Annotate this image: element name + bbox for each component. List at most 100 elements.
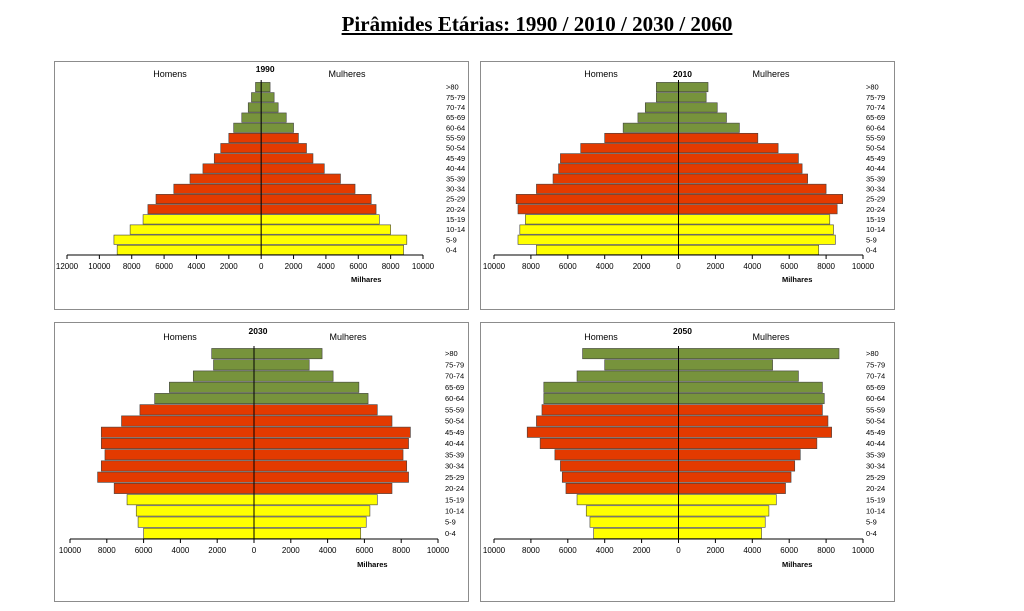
- age-label: 55-59: [446, 134, 465, 143]
- age-label: 75-79: [866, 93, 885, 102]
- bar-mulheres-55-59: [678, 132, 759, 143]
- age-label: 35-39: [445, 450, 464, 459]
- x-tick-label: 4000: [172, 546, 190, 555]
- x-tick-label: 2000: [633, 262, 651, 271]
- age-label: 35-39: [866, 450, 885, 459]
- age-label: 0-4: [445, 529, 456, 538]
- bar-mulheres-50-54: [260, 143, 307, 154]
- age-label: 5-9: [866, 518, 877, 527]
- bar-mulheres-35-39: [678, 173, 808, 184]
- bar-homens-5-9: [517, 234, 679, 245]
- bar-homens-5-9: [589, 516, 679, 528]
- bar-homens-45-49: [213, 153, 262, 164]
- bar-homens-10-14: [129, 224, 262, 235]
- bar-mulheres-5-9: [260, 234, 408, 245]
- bar-mulheres-10-14: [678, 224, 834, 235]
- pyramid-chart-2030: 0-4 5-9 10-14 15-19 20-24 25-29 30-34 35-39 40-4…: [59, 326, 464, 569]
- bar-homens-5-9: [113, 234, 262, 245]
- age-label: 10-14: [445, 507, 464, 516]
- age-label: 55-59: [866, 405, 885, 414]
- bar-homens->80: [255, 82, 262, 93]
- bar-homens-50-54: [536, 415, 679, 427]
- bar-mulheres-70-74: [253, 370, 334, 382]
- age-label: 40-44: [866, 164, 885, 173]
- bar-homens-30-34: [173, 183, 262, 194]
- bar-homens-45-49: [100, 426, 255, 438]
- age-label: >80: [445, 349, 458, 358]
- bar-mulheres-10-14: [260, 224, 391, 235]
- chart-title: 1990: [256, 64, 275, 74]
- age-label: 45-49: [445, 428, 464, 437]
- age-label: 65-69: [446, 113, 465, 122]
- x-tick-label: 4000: [596, 262, 614, 271]
- x-tick-label: 4000: [317, 262, 335, 271]
- bar-homens->80: [582, 348, 679, 360]
- bar-homens-10-14: [135, 505, 255, 517]
- age-label: 75-79: [446, 93, 465, 102]
- x-tick-label: 6000: [155, 262, 173, 271]
- bar-mulheres-75-79: [678, 92, 707, 103]
- bar-mulheres-60-64: [260, 122, 294, 133]
- x-tick-label: 10000: [59, 546, 82, 555]
- bar-homens-0-4: [536, 244, 679, 255]
- bar-mulheres-50-54: [678, 415, 829, 427]
- bar-mulheres-20-24: [678, 204, 838, 215]
- age-label: 60-64: [446, 123, 465, 132]
- bar-homens-25-29: [561, 471, 679, 483]
- bar-mulheres-25-29: [253, 471, 409, 483]
- bar-homens-60-64: [154, 393, 255, 405]
- bar-mulheres-65-69: [253, 381, 360, 393]
- bar-mulheres-65-69: [260, 112, 287, 123]
- chart-title: 2050: [673, 326, 692, 336]
- bar-homens-20-24: [113, 482, 255, 494]
- age-label: 50-54: [866, 144, 885, 153]
- x-tick-label: 2000: [282, 546, 300, 555]
- bar-mulheres-40-44: [678, 163, 803, 174]
- bar-mulheres-20-24: [253, 482, 393, 494]
- x-tick-label: 10000: [483, 262, 506, 271]
- bar-mulheres-45-49: [678, 426, 832, 438]
- bar-mulheres->80: [678, 82, 709, 93]
- age-label: 30-34: [446, 184, 465, 193]
- chart-title: 2010: [673, 69, 692, 79]
- bar-homens-75-79: [656, 92, 679, 103]
- x-tick-label: 10000: [852, 546, 875, 555]
- x-tick-label: 10000: [88, 262, 111, 271]
- age-label: 5-9: [445, 518, 456, 527]
- x-tick-label: 4000: [743, 262, 761, 271]
- x-tick-label: 6000: [135, 546, 153, 555]
- age-label: 75-79: [445, 360, 464, 369]
- bar-mulheres-40-44: [253, 438, 409, 449]
- x-tick-label: 10000: [852, 262, 875, 271]
- bar-mulheres-5-9: [253, 516, 367, 528]
- bar-homens-50-54: [121, 415, 255, 427]
- bar-homens-40-44: [202, 163, 262, 174]
- bar-mulheres-45-49: [678, 153, 799, 164]
- page-title: Pirâmides Etárias: 1990 / 2010 / 2030 / …: [341, 12, 733, 36]
- bar-homens-15-19: [525, 214, 679, 225]
- bar-homens-50-54: [580, 143, 679, 154]
- bar-mulheres-45-49: [260, 153, 314, 164]
- age-label: 65-69: [445, 383, 464, 392]
- bar-homens-10-14: [585, 505, 679, 517]
- x-tick-label: 6000: [559, 262, 577, 271]
- bar-mulheres-35-39: [260, 173, 341, 184]
- bar-homens-60-64: [233, 122, 262, 133]
- x-tick-label: 6000: [349, 262, 367, 271]
- bar-mulheres-75-79: [253, 359, 310, 371]
- x-tick-label: 10000: [412, 262, 435, 271]
- bar-mulheres-40-44: [678, 438, 818, 449]
- left-label-homens: Homens: [584, 332, 618, 342]
- bar-homens-70-74: [576, 370, 679, 382]
- age-label: 45-49: [866, 154, 885, 163]
- bar-homens-0-4: [143, 527, 255, 539]
- bar-mulheres-15-19: [260, 214, 380, 225]
- x-tick-label: 10000: [483, 546, 506, 555]
- bar-homens-15-19: [126, 494, 255, 506]
- x-tick-label: 2000: [208, 546, 226, 555]
- age-label: 0-4: [866, 529, 877, 538]
- age-label: 60-64: [445, 394, 464, 403]
- x-tick-label: 2000: [220, 262, 238, 271]
- bar-homens-55-59: [228, 132, 262, 143]
- bar-homens-70-74: [192, 370, 255, 382]
